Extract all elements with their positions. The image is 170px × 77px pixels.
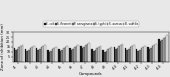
Bar [58,49,60,62]
Bar [144,46,146,62]
Bar [26,51,28,62]
Bar [93,51,95,62]
Bar [96,48,98,62]
Bar [85,45,87,62]
Bar [102,50,104,62]
Bar [15,50,17,62]
Bar [65,47,66,62]
Bar [147,47,149,62]
Bar [87,44,88,62]
X-axis label: Compounds: Compounds [79,72,103,76]
Bar [82,48,83,62]
Bar [63,48,65,62]
Bar [14,48,15,62]
Bar [66,46,68,62]
Bar [120,45,122,62]
Bar [117,48,118,62]
Bar [60,51,61,62]
Bar [118,46,120,62]
Bar [136,49,137,62]
Y-axis label: Zone of inhibition (mm): Zone of inhibition (mm) [1,23,5,70]
Bar [104,52,106,62]
Bar [50,51,52,62]
Bar [52,49,53,62]
Bar [42,46,44,62]
Bar [25,49,26,62]
Bar [88,43,90,62]
Bar [53,48,55,62]
Bar [95,50,96,62]
Bar [74,47,76,62]
Bar [76,46,77,62]
Bar [142,47,144,62]
Bar [41,47,42,62]
Bar [31,47,33,62]
Bar [111,47,112,62]
Bar [77,45,79,62]
Bar [69,48,71,62]
Bar [17,49,19,62]
Bar [36,48,37,62]
Bar [166,35,168,62]
Bar [33,46,35,62]
Bar [154,45,155,62]
Bar [109,48,111,62]
Bar [137,51,139,62]
Bar [114,47,115,62]
Bar [98,47,100,62]
Bar [48,52,50,62]
Bar [80,46,82,62]
Bar [20,46,22,62]
Bar [71,50,72,62]
Bar [91,49,93,62]
Bar [100,46,101,62]
Bar [126,50,128,62]
Bar [150,48,152,62]
Bar [160,41,161,62]
Bar [139,50,141,62]
Bar [122,44,123,62]
Bar [28,50,30,62]
Bar [72,49,74,62]
Bar [141,48,142,62]
Bar [55,47,57,62]
Legend: E. coli, S. flexneri, P. aeruginosa, S. typhi, S. aureus, B. subtilis: E. coli, S. flexneri, P. aeruginosa, S. … [43,21,139,27]
Bar [37,50,39,62]
Bar [152,46,154,62]
Bar [47,50,48,62]
Bar [133,45,134,62]
Bar [128,49,130,62]
Bar [149,49,150,62]
Bar [19,47,20,62]
Bar [44,45,46,62]
Bar [130,47,131,62]
Bar [125,48,126,62]
Bar [131,46,133,62]
Bar [83,47,85,62]
Bar [163,38,165,62]
Bar [161,40,163,62]
Bar [158,39,160,62]
Bar [115,49,117,62]
Bar [106,51,107,62]
Bar [30,48,31,62]
Bar [165,37,166,62]
Bar [155,44,157,62]
Bar [22,45,23,62]
Bar [107,49,109,62]
Bar [61,50,63,62]
Bar [39,49,41,62]
